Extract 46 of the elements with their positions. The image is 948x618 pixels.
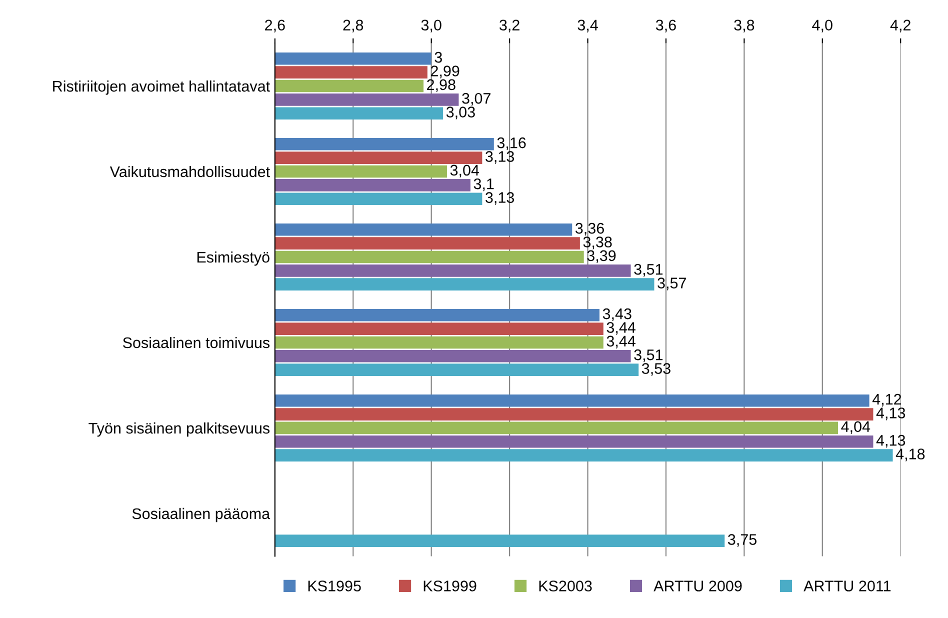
y-tick-label: Työn sisäinen palkitsevuus xyxy=(88,422,270,437)
data-label: 3,38 xyxy=(583,236,612,250)
data-label: 3,13 xyxy=(486,192,514,205)
data-label: 3,1 xyxy=(474,178,494,192)
data-label: 2,99 xyxy=(430,66,460,78)
data-label: 3,39 xyxy=(587,250,616,263)
legend-label: KS1995 xyxy=(308,580,361,592)
data-label: 4,13 xyxy=(876,408,906,420)
data-label: 3,04 xyxy=(450,164,480,178)
y-tick-label: Sosiaalinen pääoma xyxy=(132,508,270,522)
x-tick-label: 3,4 xyxy=(578,20,598,32)
data-label: 3,07 xyxy=(462,92,490,106)
y-tick-label: Esimiestyö xyxy=(197,251,270,266)
legend-label: ARTTU 2009 xyxy=(654,580,742,592)
data-label: 3,51 xyxy=(634,349,663,362)
data-label: 3,43 xyxy=(602,308,632,322)
x-tick-label: 4,0 xyxy=(812,20,832,32)
x-tick-label: 3,8 xyxy=(734,20,754,32)
legend-label: KS2003 xyxy=(539,580,592,592)
data-label: 3,16 xyxy=(497,137,526,150)
legend-label: ARTTU 2011 xyxy=(804,580,891,592)
data-label: 4,12 xyxy=(872,394,902,407)
y-tick-label: Ristiriitojen avoimet hallintatavat xyxy=(53,80,270,95)
data-label: 3,51 xyxy=(634,264,663,277)
data-label: 3 xyxy=(434,52,442,63)
x-tick-label: 3,6 xyxy=(656,20,676,32)
y-tick-label: Sosiaalinen toimivuus xyxy=(122,336,270,348)
y-tick-label: Vaikutusmahdollisuudet xyxy=(110,166,270,178)
x-tick-label: 2,6 xyxy=(265,20,285,32)
x-tick-label: 4,2 xyxy=(890,20,910,32)
legend-label: KS1999 xyxy=(424,580,476,592)
data-label: 3,36 xyxy=(575,222,604,236)
data-label: 3,03 xyxy=(446,106,475,120)
x-tick-label: 3,0 xyxy=(421,20,442,32)
x-tick-label: 3,2 xyxy=(500,20,520,32)
data-label: 3,75 xyxy=(728,534,756,547)
data-label: 3,13 xyxy=(486,151,514,164)
data-label: 4,13 xyxy=(876,434,906,448)
data-label: 3,44 xyxy=(606,336,636,348)
data-label: 3,57 xyxy=(658,278,686,290)
data-label: 2,98 xyxy=(427,79,456,92)
data-label: 3,44 xyxy=(606,322,636,335)
data-label: 4,18 xyxy=(896,448,925,462)
data-label: 3,53 xyxy=(642,363,670,376)
data-label: 4,04 xyxy=(841,421,870,434)
x-tick-label: 2,8 xyxy=(343,20,364,32)
